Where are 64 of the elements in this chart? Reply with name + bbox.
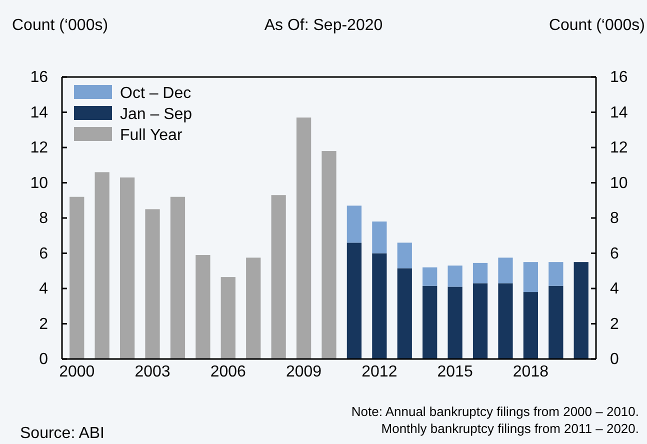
x-tick-label: 2003 [134,363,170,380]
bar [472,283,488,359]
legend-label: Oct – Dec [120,85,192,102]
y2-axis-title: Count (‘000s) [548,17,645,34]
bar [346,242,362,359]
bar [322,151,336,359]
bar [523,292,538,359]
bar [548,262,564,286]
bar [70,196,84,359]
y-tick-label: 6 [39,245,48,262]
y2-tick-label: 8 [610,210,619,228]
bar [574,262,588,359]
y2-tick-label: 2 [610,316,619,333]
bar [523,262,538,292]
y2-tick-label: 4 [610,280,619,298]
y-tick-label: 10 [30,174,48,192]
y-tick-label: 8 [39,210,48,228]
x-tick-label: 2000 [59,363,95,380]
y-tick-label: 12 [30,140,48,157]
y-axis-title: Count (‘000s) [12,17,108,34]
bar [472,262,488,284]
chart-title: As Of: Sep-2020 [264,17,383,34]
x-tick-label: 2018 [512,363,549,380]
bar [422,267,438,286]
y-tick-label: 14 [30,104,48,122]
bar [120,177,135,359]
bar [271,195,286,359]
bar [145,209,160,359]
x-tick-label: 2009 [286,363,322,380]
bar [498,283,513,359]
bar [246,258,261,359]
bar [397,242,412,268]
x-tick-label: 2015 [437,363,473,380]
x-tick-label: 2006 [210,363,246,380]
bar [422,286,438,359]
bar [372,222,387,254]
y2-tick-label: 16 [610,69,628,86]
text: Monthly bankruptcy filings from 2011 – 2020. [381,421,639,436]
y-tick-label: 16 [30,69,48,86]
y2-tick-label: 6 [610,245,619,262]
bar [448,286,462,359]
bar [498,258,513,284]
bar [548,286,564,359]
y-tick-label: 0 [39,351,48,368]
bar [448,266,462,287]
text: Note: Annual bankruptcy filings from 2000 – 2010. [351,404,639,419]
y-tick-label: 4 [39,280,48,298]
legend-label: Jan – Sep [120,106,192,123]
bar [397,268,412,359]
y-tick-label: 2 [39,316,48,333]
y2-tick-label: 10 [610,174,628,192]
bar [372,253,387,359]
bar [170,196,186,359]
bar [296,118,312,359]
bar [346,206,362,243]
source-note: Source: ABI [20,425,104,442]
bar [94,172,110,359]
legend-label: Full Year [120,127,183,144]
y2-tick-label: 12 [610,140,628,157]
bar [220,277,236,359]
y2-tick-label: 14 [610,104,628,122]
bar [196,255,210,359]
y2-tick-label: 0 [610,351,619,368]
x-tick-label: 2012 [362,363,398,380]
